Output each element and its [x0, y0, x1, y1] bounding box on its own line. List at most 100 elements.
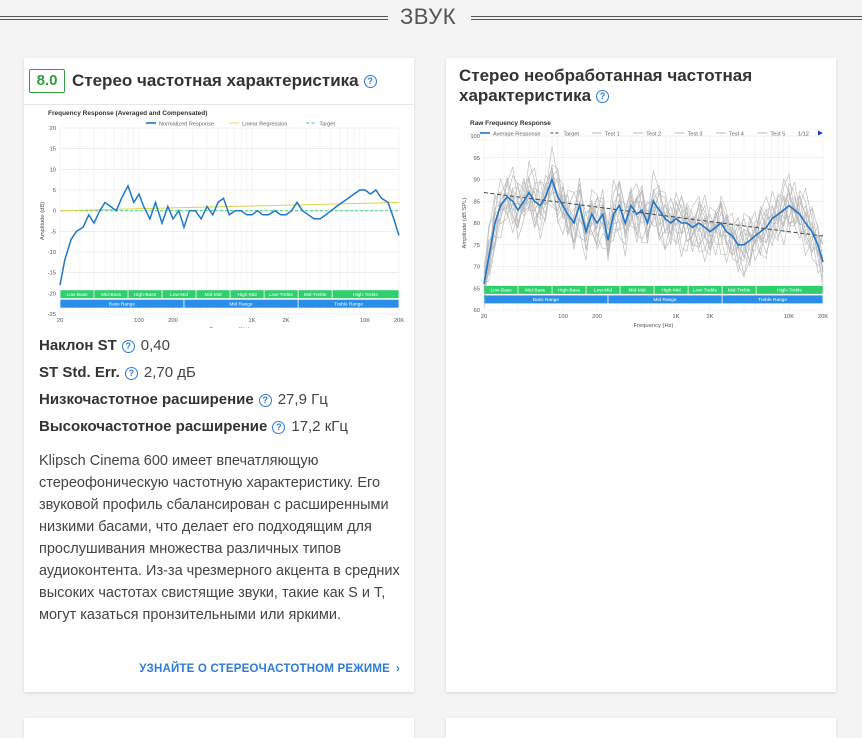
band-label: Low-Mid — [594, 288, 612, 294]
section-title: ЗВУК — [400, 4, 457, 29]
legend-label: Test 2 — [646, 132, 661, 138]
x-tick-label: 100 — [134, 318, 144, 324]
y-tick-label: 95 — [474, 156, 480, 162]
stat-label: ST Std. Err. — [39, 364, 120, 381]
legend-label: Target — [319, 122, 335, 128]
raw-frequency-response-chart: Raw Frequency Response Average Response Ta… — [462, 114, 828, 329]
legend-page-indicator: 1/12 — [798, 132, 809, 138]
legend-label: Average Response — [493, 132, 540, 138]
band-label: High-Treble — [353, 292, 378, 298]
band-label: Mid-Treble — [728, 116, 751, 120]
stat-row: Высокочастотное расширение? 17,2 кГц — [39, 417, 409, 444]
y-axis-label: Amplitude (dB SPL) — [462, 197, 468, 248]
chevron-right-icon: › — [395, 663, 400, 675]
range-label: Bass Range — [533, 297, 559, 303]
x-tick-label: 10K — [784, 314, 794, 320]
stereo-frequency-response-card: 8.0 Стерео частотная характеристика? Fre… — [24, 58, 414, 692]
stat-value: 2,70 дБ — [143, 364, 196, 381]
band-label: Mid-Mid — [205, 292, 222, 298]
help-icon[interactable]: ? — [258, 393, 272, 407]
band-segment — [94, 290, 128, 299]
range-segment — [60, 299, 184, 308]
x-axis-label: Frequency (Hz) — [634, 323, 674, 329]
chart-title: Raw Frequency Response — [470, 120, 551, 127]
test-response-line — [483, 167, 824, 290]
band-segment — [756, 285, 823, 294]
band-segment — [264, 290, 298, 299]
y-tick-label: 85 — [474, 199, 480, 205]
range-label: Treble Range — [334, 301, 363, 307]
band-segment — [332, 290, 399, 299]
help-icon[interactable]: ? — [363, 75, 377, 89]
legend-next-arrow — [818, 130, 823, 136]
x-tick-label: 1K — [248, 318, 255, 324]
x-axis-label: Frequency (Hz) — [210, 327, 250, 328]
band-label: High-Mid — [661, 116, 681, 120]
y-tick-label: 90 — [474, 178, 480, 184]
test-response-line — [483, 177, 824, 308]
band-label: Low-Mid — [594, 116, 612, 120]
band-segment — [552, 285, 586, 294]
band-label: High-Mid — [237, 292, 257, 298]
stat-label: Высокочастотное расширение — [39, 418, 268, 435]
stat-row: Наклон ST? 0,40 — [39, 336, 409, 363]
range-segment — [184, 299, 298, 308]
y-tick-label: 0 — [53, 209, 56, 215]
learn-more-link[interactable]: УЗНАЙТЕ О СТЕРЕОЧАСТОТНОМ РЕЖИМЕ › — [139, 663, 400, 675]
test-response-line — [483, 169, 824, 292]
x-tick-label: 20K — [394, 318, 404, 324]
y-tick-label: 65 — [474, 286, 480, 292]
band-label: High-Bass — [558, 288, 581, 294]
band-label: Mid-Treble — [304, 292, 327, 298]
frequency-response-chart: Frequency Response (Averaged and Compens… — [40, 110, 404, 333]
range-label: Mid Range — [653, 116, 677, 121]
y-tick-label: -15 — [48, 271, 56, 277]
y-tick-label: 10 — [50, 167, 56, 173]
band-label: Low-Bass — [490, 116, 512, 120]
stat-value: 27,9 Гц — [277, 391, 328, 408]
band-label: High-Bass — [134, 292, 157, 298]
legend-label: Test 5 — [770, 132, 785, 138]
band-label: Mid-Bass — [525, 116, 546, 120]
band-label: Mid-Bass — [525, 288, 546, 294]
frequency-response-graph[interactable]: Frequency Response (Averaged and Compens… — [36, 106, 406, 333]
x-tick-label: 10K — [360, 318, 370, 324]
stat-value: 17,2 кГц — [291, 418, 348, 435]
legend-label: Test 3 — [688, 132, 703, 138]
band-label: High-Mid — [661, 288, 681, 294]
x-tick-label: 1K — [672, 314, 679, 320]
card-title-text: Стерео частотная характеристика — [72, 71, 359, 90]
legend-label: Linear Regression — [242, 122, 287, 128]
y-tick-label: -20 — [48, 291, 56, 297]
range-segment — [722, 295, 823, 304]
card-title: Стерео необработанная частотная характер… — [459, 66, 799, 106]
next-card-right — [446, 718, 836, 738]
raw-frequency-response-graph[interactable]: Raw Frequency Response Average Response Ta… — [458, 114, 830, 338]
band-label: Mid-Mid — [629, 288, 646, 294]
x-tick-label: 100 — [558, 314, 568, 320]
y-tick-label: 15 — [50, 147, 56, 153]
band-segment — [722, 285, 756, 294]
band-segment — [298, 290, 332, 299]
stat-row: ST Std. Err.? 2,70 дБ — [39, 363, 409, 390]
help-icon[interactable]: ? — [121, 339, 135, 353]
y-axis-label: Amplitude (dB) — [40, 202, 46, 240]
series-line — [59, 184, 400, 286]
test-response-line — [483, 177, 824, 283]
band-segment — [518, 285, 552, 294]
test-response-line — [483, 175, 824, 277]
x-tick-label: 200 — [592, 314, 602, 320]
x-tick-label: 2K — [706, 314, 713, 320]
test-response-line — [483, 167, 824, 292]
y-tick-label: -5 — [51, 229, 56, 235]
band-segment — [654, 285, 688, 294]
y-tick-label: 75 — [474, 243, 480, 249]
score-badge: 8.0 — [29, 69, 65, 93]
help-icon[interactable]: ? — [124, 366, 138, 380]
help-icon[interactable]: ? — [272, 420, 286, 434]
band-segment — [60, 290, 94, 299]
band-label: High-Bass — [558, 116, 581, 120]
band-segment — [620, 285, 654, 294]
help-icon[interactable]: ? — [596, 90, 610, 104]
stat-row: Низкочастотное расширение? 27,9 Гц — [39, 390, 409, 417]
